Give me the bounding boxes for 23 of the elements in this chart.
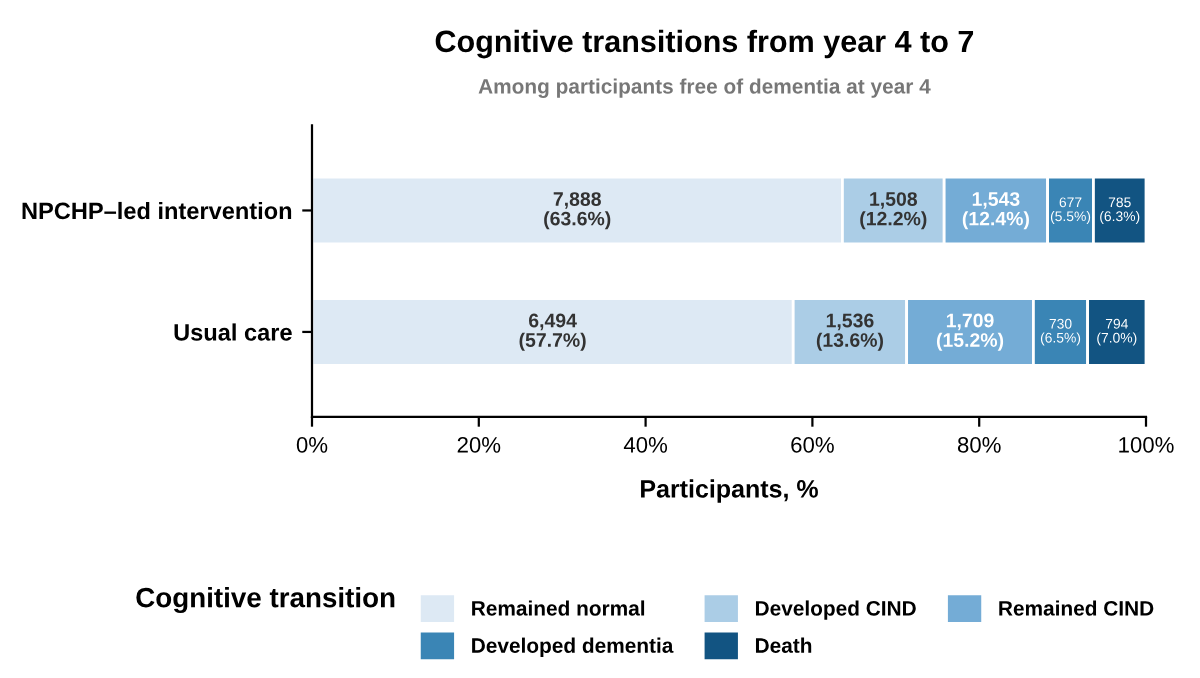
data-label: 1,709 (15.2%) bbox=[936, 313, 1004, 351]
data-label: 1,536 (13.6%) bbox=[816, 313, 884, 351]
data-label: 1,508 (12.2%) bbox=[860, 192, 927, 230]
legend-label: Developed CIND bbox=[755, 600, 916, 620]
x-axis-title: Participants, % bbox=[641, 479, 818, 503]
x-tick-label: 0% bbox=[296, 437, 328, 453]
y-tick-label: Usual care bbox=[174, 323, 292, 341]
data-label: 6,494 (57.7%) bbox=[519, 313, 586, 351]
data-label: 1,543 (12.4%) bbox=[962, 192, 1029, 230]
x-tick-label: 100% bbox=[1119, 437, 1174, 453]
legend-title: Cognitive transition bbox=[136, 587, 395, 614]
chart-title: Cognitive transitions from year 4 to 7 bbox=[435, 29, 974, 59]
legend-label: Remained normal bbox=[472, 600, 645, 616]
x-tick-label: 80% bbox=[957, 437, 1001, 453]
legend-label: Death bbox=[755, 637, 812, 653]
legend-label: Remained CIND bbox=[999, 600, 1154, 616]
x-tick-label: 40% bbox=[623, 437, 668, 453]
data-label: 7,888 (63.6%) bbox=[544, 192, 611, 230]
legend-label: Developed dementia bbox=[472, 637, 674, 658]
chart-subtitle: Among participants free of dementia at year 4 bbox=[478, 78, 931, 98]
y-tick-label: NPCHP–led intervention bbox=[22, 201, 292, 220]
x-tick-label: 60% bbox=[791, 437, 834, 453]
x-tick-label: 20% bbox=[457, 437, 501, 453]
